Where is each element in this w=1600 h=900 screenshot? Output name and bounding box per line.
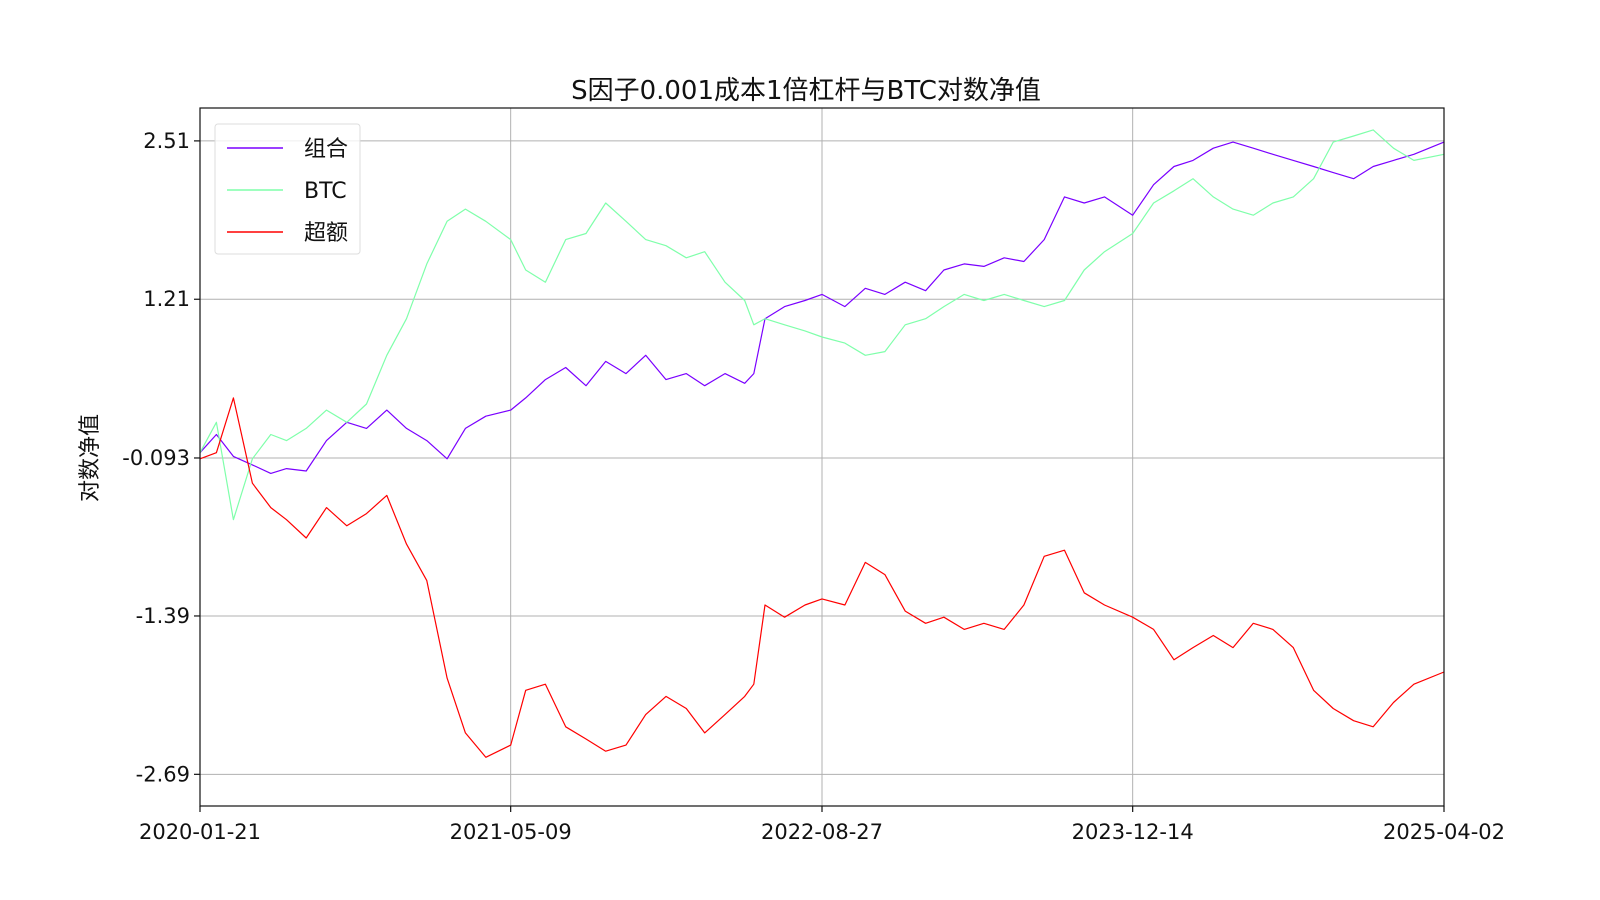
x-tick-label: 2022-08-27 xyxy=(761,820,883,844)
y-tick-label: 1.21 xyxy=(143,287,190,311)
chart-title: S因子0.001成本1倍杠杆与BTC对数净值 xyxy=(571,76,1041,106)
legend-label: 超额 xyxy=(304,221,348,246)
x-axis: 2020-01-21 2021-05-09 2022-08-27 2023-12-14… xyxy=(139,806,1505,844)
series-line-1 xyxy=(199,129,1445,521)
legend: 组合 BTC 超额 xyxy=(214,123,361,255)
legend-label: BTC xyxy=(304,179,347,204)
y-tick-label: 2.51 xyxy=(143,129,190,153)
y-axis: 2.51 1.21 -0.093 -1.39 -2.69 xyxy=(122,129,200,786)
series-line-0 xyxy=(199,141,1445,474)
legend-box xyxy=(214,123,361,255)
legend-label: 组合 xyxy=(304,137,348,162)
series-line-2 xyxy=(199,397,1445,758)
y-tick-label: -1.39 xyxy=(136,604,190,628)
y-tick-label: -0.093 xyxy=(122,446,190,470)
series-layer xyxy=(199,129,1445,758)
x-tick-label: 2021-05-09 xyxy=(450,820,572,844)
x-tick-label: 2020-01-21 xyxy=(139,820,261,844)
y-axis-label: 对数净值 xyxy=(78,414,103,502)
y-tick-label: -2.69 xyxy=(136,762,190,786)
x-tick-label: 2023-12-14 xyxy=(1072,820,1194,844)
x-tick-label: 2025-04-02 xyxy=(1383,820,1505,844)
